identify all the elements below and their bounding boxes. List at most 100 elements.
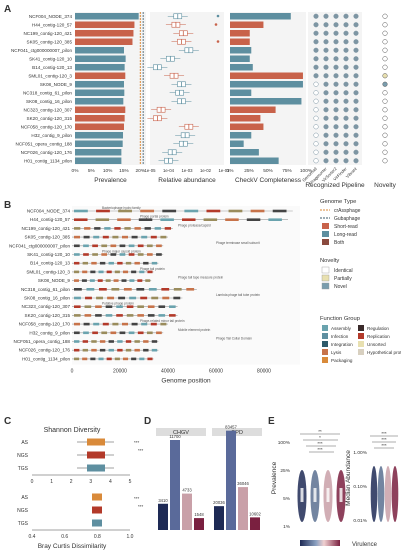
novelty-dot xyxy=(382,13,388,19)
pipeline-dot xyxy=(313,90,319,96)
pipeline-dot xyxy=(333,81,339,87)
prevalence-y-title: Prevalence xyxy=(271,461,278,494)
category-label: NCF058_contig-120_170 xyxy=(21,125,73,130)
pipeline-dot xyxy=(353,56,359,62)
gene-arrow xyxy=(225,218,239,221)
legend-item: Integration xyxy=(331,342,353,347)
pipeline-dot xyxy=(333,98,339,104)
gene-arrow xyxy=(74,288,82,291)
completeness-bar xyxy=(230,30,250,37)
pipeline-dot xyxy=(343,39,349,45)
gene-annotation: Lambda phage tail tube protein xyxy=(216,293,260,297)
gene-arrow xyxy=(105,314,113,317)
gene-annotation: Phage major capsid protein xyxy=(102,250,141,254)
gene-arrow xyxy=(151,340,158,343)
violin-box xyxy=(326,488,330,502)
pipeline-dot xyxy=(313,81,319,87)
pipeline-dot xyxy=(343,64,349,70)
prevalence-bar xyxy=(75,64,125,71)
violin-box xyxy=(300,488,304,502)
pipeline-dot xyxy=(333,124,339,130)
genome-label: H44_contig-120_57 xyxy=(30,217,71,222)
pipeline-dot xyxy=(313,98,319,104)
legend-item: Lysis xyxy=(331,350,342,355)
group-strip-label: CHGV xyxy=(173,430,189,436)
gene-arrow xyxy=(117,218,131,221)
gene-arrow xyxy=(268,218,282,221)
pipeline-dot xyxy=(313,141,319,147)
gene-arrow xyxy=(93,322,100,326)
gene-arrow xyxy=(122,357,129,361)
gene-arrow xyxy=(110,331,117,335)
gene-arrow xyxy=(156,331,162,335)
genome-label: NC323_contig-120_307 xyxy=(21,304,70,309)
pipeline-dot xyxy=(313,39,319,45)
pipeline-dot xyxy=(333,30,339,36)
gene-arrow xyxy=(121,279,127,282)
gene-arrow xyxy=(92,253,98,256)
category-label: NCF004_NODE_374 xyxy=(29,14,73,19)
legend-item: Short-read xyxy=(334,224,358,230)
gene-arrow xyxy=(107,296,115,300)
genome-label: H32_contig_9_pilon xyxy=(29,330,70,335)
legend-swatch xyxy=(321,274,330,282)
count-bar xyxy=(250,517,260,530)
violin xyxy=(391,466,399,522)
abundance-outlier xyxy=(214,23,218,26)
genome-label: SK05_contig-120_385 xyxy=(25,235,71,240)
prev-tick: 5% xyxy=(88,168,96,174)
gene-arrow xyxy=(104,227,111,230)
novelty-dot xyxy=(382,47,388,53)
pipeline-dot xyxy=(353,81,359,87)
completeness-bar xyxy=(230,123,264,130)
gene-arrow xyxy=(99,261,106,265)
genome-label: NCF051_opera_contig_188 xyxy=(14,339,71,344)
gene-arrow xyxy=(74,314,81,317)
pipeline-dot xyxy=(313,64,319,70)
pipeline-dot xyxy=(353,141,359,147)
prev-tick: 15% xyxy=(119,168,129,174)
genome-tick: 20000 xyxy=(113,369,127,375)
gene-annotation: Phage portal protein xyxy=(140,215,169,219)
completeness-bar xyxy=(230,115,261,122)
category-label: H44_contig-120_57 xyxy=(32,23,73,28)
gene-arrow xyxy=(123,288,132,291)
pipeline-dot xyxy=(343,81,349,87)
pipeline-dot xyxy=(353,124,359,130)
legend-item: Both xyxy=(334,240,345,246)
abundance-y-title: Median Abundance xyxy=(345,450,352,506)
comp-tick: 50% xyxy=(263,168,273,174)
gene-arrow xyxy=(97,279,103,282)
gene-arrow xyxy=(90,270,96,274)
completeness-bar xyxy=(230,106,276,113)
gene-arrow xyxy=(89,279,95,282)
pipeline-dot xyxy=(353,64,359,70)
abund-tick: 1e-01 xyxy=(219,168,231,173)
pipeline-dot xyxy=(353,115,359,121)
gene-arrow xyxy=(146,244,153,248)
gene-arrow xyxy=(143,348,149,352)
group-strip xyxy=(212,428,262,436)
pipeline-dot xyxy=(353,158,359,164)
group-label: NGS xyxy=(17,453,29,459)
gene-arrow xyxy=(156,253,162,256)
pipeline-dot xyxy=(343,115,349,121)
genome-axis-title: Genome position xyxy=(161,378,211,385)
gene-arrow xyxy=(151,348,158,352)
genome-label: SK20_contig-120_315 xyxy=(25,313,71,318)
pipeline-dot xyxy=(323,115,329,121)
legend-item: Partially xyxy=(334,276,352,282)
legend-item: crAssphage xyxy=(334,208,361,214)
prevalence-bar xyxy=(75,30,134,37)
shannon-title: Shannon Diversity xyxy=(44,427,101,434)
pipeline-dot xyxy=(343,98,349,104)
pipeline-dot xyxy=(323,13,329,19)
pipeline-dot xyxy=(333,149,339,155)
legend-item: Hypothetical protein xyxy=(367,350,401,355)
count-bar xyxy=(182,493,192,530)
gene-arrow xyxy=(160,218,174,221)
category-label: SK41_contig-120_10 xyxy=(29,57,72,62)
gene-annotation: Phage terminase small subunit xyxy=(216,241,260,245)
prevalence-bar xyxy=(75,55,126,62)
